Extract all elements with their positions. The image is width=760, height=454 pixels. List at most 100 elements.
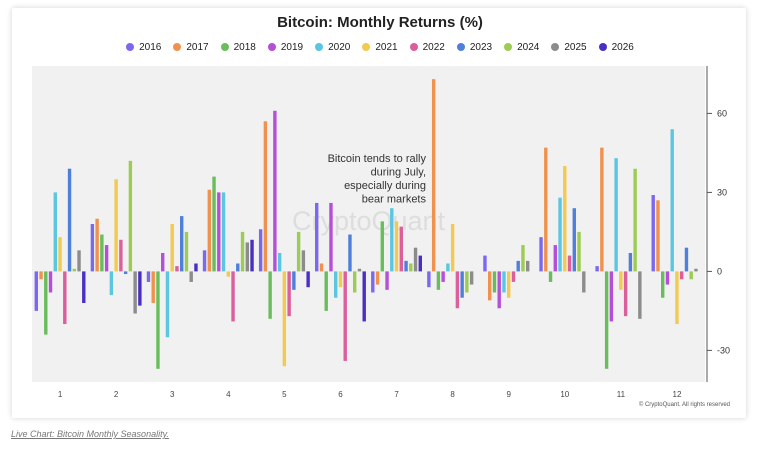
- bar-2019-m5: [273, 110, 277, 272]
- bar-2026-m2: [138, 271, 142, 306]
- legend-swatch: [126, 43, 135, 51]
- y-tick-label: 30: [717, 187, 727, 197]
- annotation: Bitcoin tends to rally during July, especi…: [328, 153, 427, 206]
- bar-2022-m5: [287, 271, 291, 317]
- legend-label: 2020: [328, 42, 351, 53]
- legend-item-2018[interactable]: 2018: [220, 42, 256, 53]
- bar-2019-m12: [665, 271, 670, 285]
- bar-2020-m3: [165, 271, 170, 338]
- bar-2021-m8: [450, 224, 455, 272]
- bar-2025-m7: [413, 247, 418, 272]
- bar-2026-m6: [362, 271, 366, 322]
- bar-2023-m12: [684, 247, 689, 272]
- bar-2022-m10: [567, 255, 572, 272]
- bar-2016-m10: [539, 237, 543, 272]
- watermark: CryptoQuant: [292, 206, 446, 236]
- bar-2019-m6: [329, 202, 333, 272]
- bar-2025-m12: [694, 268, 698, 272]
- bar-2016-m2: [90, 224, 95, 272]
- bar-2024-m12: [689, 271, 693, 280]
- legend-item-2021[interactable]: 2021: [362, 42, 398, 53]
- bar-2022-m12: [680, 271, 684, 280]
- bar-2021-m11: [619, 271, 623, 290]
- bar-2018-m12: [661, 271, 665, 298]
- bar-2020-m11: [614, 158, 618, 272]
- bar-2018-m9: [492, 271, 497, 293]
- bar-2022-m1: [63, 271, 67, 325]
- bar-2025-m10: [582, 271, 586, 293]
- x-tick-label: 8: [450, 390, 455, 399]
- bar-2017-m11: [600, 147, 604, 272]
- y-tick-label: -30: [717, 345, 730, 355]
- bar-2023-m6: [348, 234, 352, 272]
- legend-item-2023[interactable]: 2023: [456, 42, 493, 53]
- bar-2017-m7: [375, 271, 380, 285]
- copyright-credit: © CryptoQuant. All rights reserved: [638, 402, 730, 408]
- legend-item-2022[interactable]: 2022: [409, 42, 445, 53]
- bar-2016-m9: [483, 255, 487, 272]
- x-tick-label: 6: [338, 390, 343, 399]
- bar-2017-m6: [319, 263, 324, 272]
- bar-2019-m7: [385, 271, 389, 290]
- bar-2022-m3: [175, 266, 179, 272]
- legend-item-2019[interactable]: 2019: [267, 42, 303, 53]
- bar-2026-m5: [306, 271, 310, 288]
- bar-2021-m7: [394, 221, 399, 272]
- bar-2022-m8: [455, 271, 460, 309]
- legend-label: 2023: [469, 42, 493, 53]
- legend-swatch: [220, 43, 229, 51]
- x-tick-label: 12: [673, 390, 682, 399]
- legend-swatch: [598, 43, 607, 51]
- bar-2019-m1: [48, 271, 53, 293]
- bar-2019-m9: [497, 271, 501, 309]
- caption-link[interactable]: Live Chart: Bitcoin Monthly Seasonality.: [11, 429, 169, 439]
- legend-item-2025[interactable]: 2025: [551, 42, 587, 53]
- bar-2017-m9: [488, 271, 492, 301]
- x-tick-label: 10: [560, 390, 569, 399]
- bar-2023-m7: [404, 260, 408, 272]
- x-tick-label: 11: [617, 390, 626, 399]
- x-tick-label: 2: [114, 390, 119, 399]
- bar-2019-m11: [609, 271, 614, 322]
- bar-2023-m2: [123, 271, 128, 275]
- legend-label: 2024: [517, 42, 540, 53]
- bar-2023-m1: [67, 168, 72, 272]
- bar-2016-m7: [371, 271, 375, 293]
- bar-2024-m3: [184, 231, 189, 272]
- legend-label: 2026: [611, 42, 634, 53]
- bar-2016-m5: [258, 229, 263, 272]
- bar-2016-m1: [34, 271, 38, 311]
- legend-item-2024[interactable]: 2024: [504, 42, 539, 53]
- bar-2021-m9: [507, 271, 511, 298]
- legend-item-2016[interactable]: 2016: [126, 42, 161, 53]
- bar-2024-m11: [633, 168, 637, 272]
- legend-label: 2016: [139, 42, 162, 53]
- bar-2026-m3: [194, 263, 198, 272]
- bar-2023-m3: [180, 216, 184, 272]
- plot-area: [32, 66, 705, 382]
- legend-item-2017[interactable]: 2017: [173, 42, 209, 53]
- bar-2020-m8: [446, 263, 450, 272]
- legend-swatch: [315, 43, 324, 51]
- bar-2016-m11: [595, 266, 599, 272]
- y-tick-label: 60: [717, 108, 727, 118]
- x-tick-label: 7: [394, 390, 399, 399]
- legend-swatch: [267, 43, 276, 51]
- bar-2024-m1: [72, 268, 76, 272]
- bar-2025-m6: [357, 268, 362, 272]
- legend-swatch: [551, 43, 560, 51]
- bar-2018-m3: [156, 271, 160, 369]
- bar-2021-m12: [675, 271, 679, 325]
- bar-2025-m5: [301, 250, 306, 272]
- legend-item-2020[interactable]: 2020: [315, 42, 350, 53]
- bar-2023-m11: [628, 252, 633, 272]
- bar-2018-m11: [604, 271, 609, 369]
- bar-2025-m9: [526, 260, 530, 272]
- chart-title: Bitcoin: Monthly Returns (%): [277, 14, 483, 31]
- legend-item-2026[interactable]: 2026: [598, 42, 634, 53]
- bar-2017-m4: [207, 189, 211, 272]
- bar-2019-m4: [217, 192, 221, 272]
- legend-swatch: [173, 43, 182, 51]
- bar-2021-m2: [114, 179, 118, 272]
